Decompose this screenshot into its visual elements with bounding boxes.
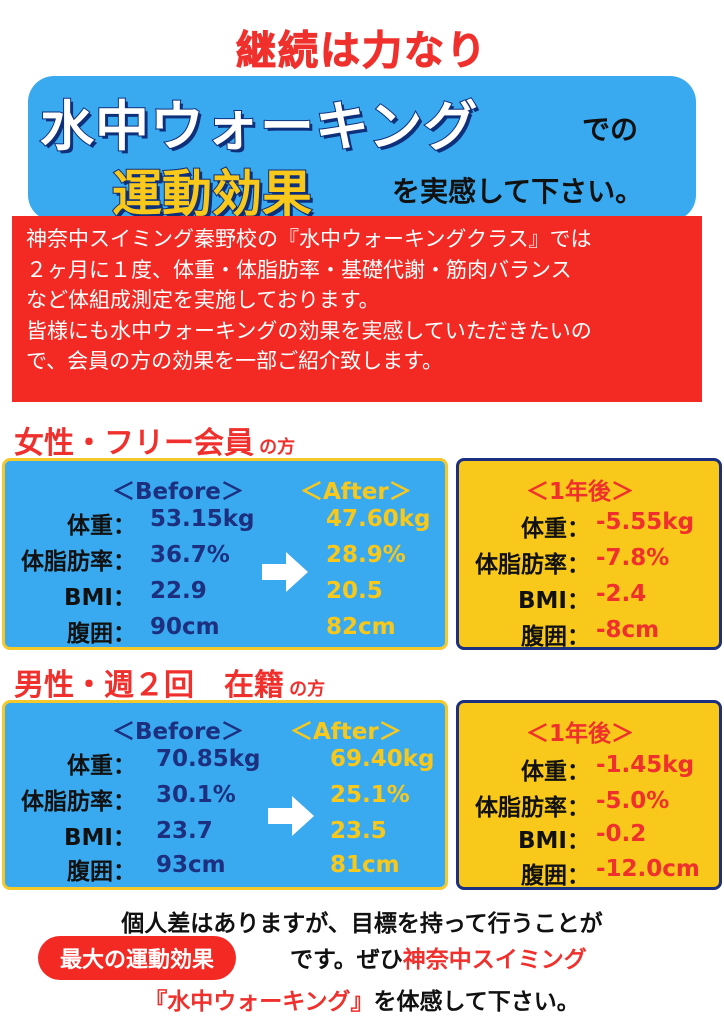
row-label: BMI：	[64, 825, 136, 851]
hero-title: 水中ウォーキング	[39, 94, 479, 159]
row-label: BMI：	[64, 585, 136, 611]
row-label: 体重：	[67, 513, 136, 539]
footer-brand: 神奈中スイミング	[402, 947, 587, 973]
tagline: 継続は力なり	[236, 28, 488, 75]
section-title: 女性・フリー会員	[14, 426, 254, 461]
after-value: 23.5	[330, 818, 387, 844]
year-diff: -7.8%	[596, 545, 670, 571]
row-label: 腹囲：	[67, 621, 136, 647]
footer-text: です。ぜひ	[290, 947, 403, 973]
before-value: 53.15kg	[150, 506, 255, 532]
year-diff: -1.45kg	[596, 752, 695, 778]
footer-highlight-pill: 最大の運動効果	[38, 936, 237, 980]
year-diff: -2.4	[596, 581, 647, 607]
footer-line-2: です。ぜひ神奈中スイミング	[290, 940, 587, 974]
row-label: 体重：	[67, 753, 136, 779]
before-header: ＜Before＞	[112, 479, 244, 505]
women-before-after-panel	[2, 458, 448, 650]
section-suffix: の方	[289, 679, 326, 700]
men-before-after-panel	[2, 700, 448, 890]
year-row-label: 体脂肪率：	[475, 552, 590, 578]
before-value: 93cm	[156, 852, 226, 878]
intro-line: で、会員の方の効果を一部ご紹介致します。	[26, 349, 444, 373]
year-diff: -0.2	[596, 821, 647, 847]
year-row-label: 腹囲：	[521, 624, 590, 650]
footer-line-1: 個人差はありますが、目標を持って行うことが	[121, 911, 603, 937]
arrow-right-icon	[262, 552, 308, 592]
year-row-label: BMI：	[518, 588, 590, 614]
after-value: 20.5	[326, 578, 383, 604]
year-row-label: BMI：	[518, 828, 590, 854]
after-value: 69.40kg	[330, 746, 435, 772]
after-value: 81cm	[330, 852, 400, 878]
after-header: ＜After＞	[290, 719, 402, 745]
one-year-header: ＜1年後＞	[526, 479, 635, 505]
before-value: 23.7	[156, 818, 213, 844]
section-suffix: の方	[259, 437, 296, 458]
men-one-year-panel	[456, 700, 722, 890]
hero-effect: 運動効果	[111, 164, 313, 224]
after-value: 47.60kg	[326, 506, 431, 532]
intro-line: 皆様にも水中ウォーキングの効果を実感していただきたいの	[26, 318, 592, 343]
before-value: 30.1%	[156, 782, 236, 808]
year-diff: -5.0%	[596, 788, 670, 814]
women-one-year-panel	[456, 458, 722, 650]
before-value: 70.85kg	[156, 746, 261, 772]
section-women-title: 女性・フリー会員 の方	[14, 418, 295, 462]
footer-text: を体感して下さい。	[373, 989, 580, 1015]
one-year-header: ＜1年後＞	[526, 721, 635, 747]
hero-de-no: での	[582, 113, 639, 146]
year-row-label: 腹囲：	[521, 863, 590, 889]
intro-box: 神奈中スイミング秦野校の『水中ウォーキングクラス』では ２ヶ月に１度、体重・体脂…	[12, 216, 702, 402]
row-label: 腹囲：	[67, 859, 136, 885]
intro-line: など体組成測定を実施しております。	[26, 288, 380, 312]
footer-line-3: 『水中ウォーキング』を体感して下さい。	[0, 982, 724, 1016]
before-value: 22.9	[150, 578, 207, 604]
year-diff: -5.55kg	[596, 509, 695, 535]
before-value: 36.7%	[150, 542, 230, 568]
section-title: 男性・週２回 在籍	[14, 668, 284, 703]
hero-banner	[28, 76, 696, 221]
after-header: ＜After＞	[300, 479, 412, 505]
intro-line: 神奈中スイミング秦野校の『水中ウォーキングクラス』では	[26, 227, 592, 251]
after-value: 25.1%	[330, 782, 410, 808]
year-diff: -8cm	[596, 617, 660, 643]
after-value: 28.9%	[326, 542, 406, 568]
before-value: 90cm	[150, 614, 220, 640]
year-row-label: 体重：	[521, 759, 590, 785]
hero-subtitle: を実感して下さい。	[392, 175, 644, 208]
section-men-title: 男性・週２回 在籍 の方	[14, 660, 325, 704]
year-row-label: 体脂肪率：	[475, 795, 590, 821]
footer-program: 『水中ウォーキング』	[144, 989, 374, 1015]
before-header: ＜Before＞	[112, 719, 244, 745]
year-diff: -12.0cm	[596, 856, 700, 882]
intro-line: ２ヶ月に１度、体重・体脂肪率・基礎代謝・筋肉バランス	[26, 257, 572, 282]
after-value: 82cm	[326, 614, 396, 640]
year-row-label: 体重：	[521, 516, 590, 542]
row-label: 体脂肪率：	[21, 549, 136, 575]
arrow-right-icon	[268, 796, 314, 836]
row-label: 体脂肪率：	[21, 789, 136, 815]
